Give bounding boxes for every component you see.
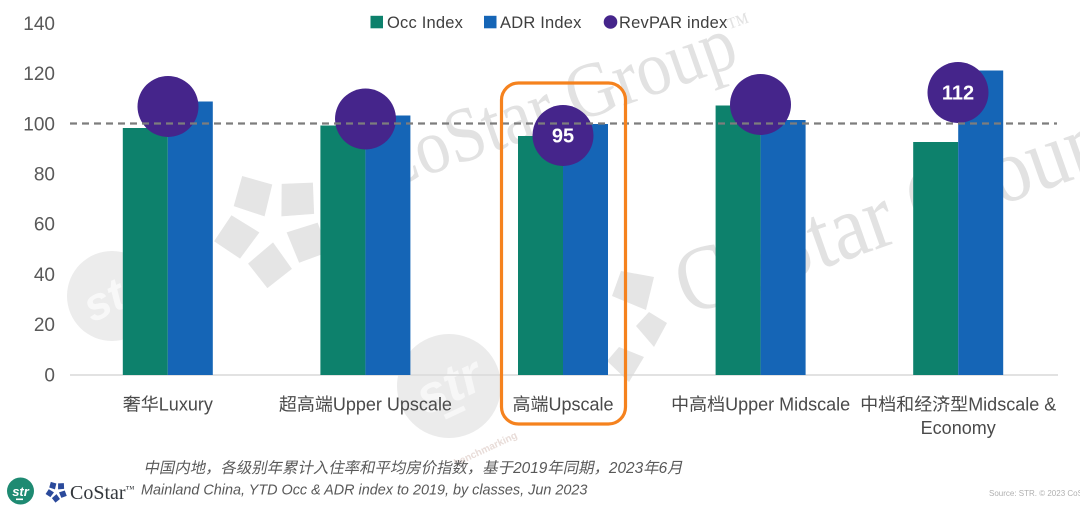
- svg-text:CoStar™: CoStar™: [70, 482, 135, 504]
- svg-text:RevPAR index: RevPAR index: [619, 14, 728, 32]
- svg-text:120: 120: [23, 64, 55, 85]
- svg-text:140: 140: [23, 14, 55, 35]
- svg-text:Occ Index: Occ Index: [387, 14, 464, 32]
- svg-text:Luxury: Luxury: [159, 395, 213, 415]
- svg-text:80: 80: [34, 165, 55, 186]
- svg-text:Upper Midscale: Upper Midscale: [725, 395, 850, 415]
- svg-text:100: 100: [23, 114, 55, 135]
- svg-text:Upscale: Upscale: [549, 395, 614, 415]
- svg-text:20: 20: [34, 315, 55, 336]
- svg-text:6: 6: [659, 460, 668, 477]
- svg-text:Upper Upscale: Upper Upscale: [333, 395, 452, 415]
- svg-text:95: 95: [552, 126, 574, 148]
- svg-text:Economy: Economy: [921, 418, 996, 438]
- svg-text:0: 0: [44, 365, 55, 386]
- svg-text:Mainland China, YTD Occ & ADR: Mainland China, YTD Occ & ADR index to 2…: [141, 483, 587, 499]
- svg-text:40: 40: [34, 265, 55, 286]
- svg-text:ADR Index: ADR Index: [500, 14, 582, 32]
- svg-text:Source: STR. © 2023 CoStar Gr: Source: STR. © 2023 CoStar Gr: [989, 489, 1080, 498]
- svg-text:60: 60: [34, 215, 55, 236]
- svg-text:2019: 2019: [512, 460, 548, 477]
- svg-text:Midscale &: Midscale &: [968, 395, 1056, 415]
- svg-text:str: str: [12, 484, 30, 499]
- svg-text:112: 112: [942, 83, 974, 105]
- svg-text:2023: 2023: [608, 460, 644, 477]
